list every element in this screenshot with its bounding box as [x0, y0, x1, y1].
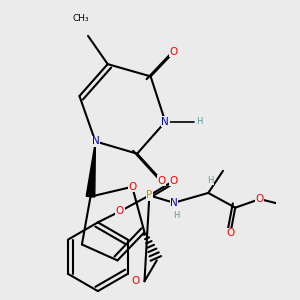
Text: O: O: [256, 194, 264, 204]
Text: O: O: [158, 176, 166, 186]
Text: CH₃: CH₃: [72, 14, 89, 23]
Text: O: O: [132, 276, 140, 286]
Text: O: O: [226, 228, 235, 239]
Text: P: P: [146, 190, 152, 200]
Text: O: O: [116, 206, 124, 216]
Text: H: H: [173, 211, 180, 220]
Text: N: N: [92, 136, 99, 146]
Text: O: O: [128, 182, 136, 192]
Text: H: H: [196, 117, 203, 126]
Text: N: N: [161, 117, 169, 127]
Text: H: H: [208, 176, 214, 185]
Text: O: O: [170, 47, 178, 57]
Text: N: N: [170, 198, 178, 208]
Text: O: O: [170, 176, 178, 186]
Polygon shape: [86, 141, 95, 197]
